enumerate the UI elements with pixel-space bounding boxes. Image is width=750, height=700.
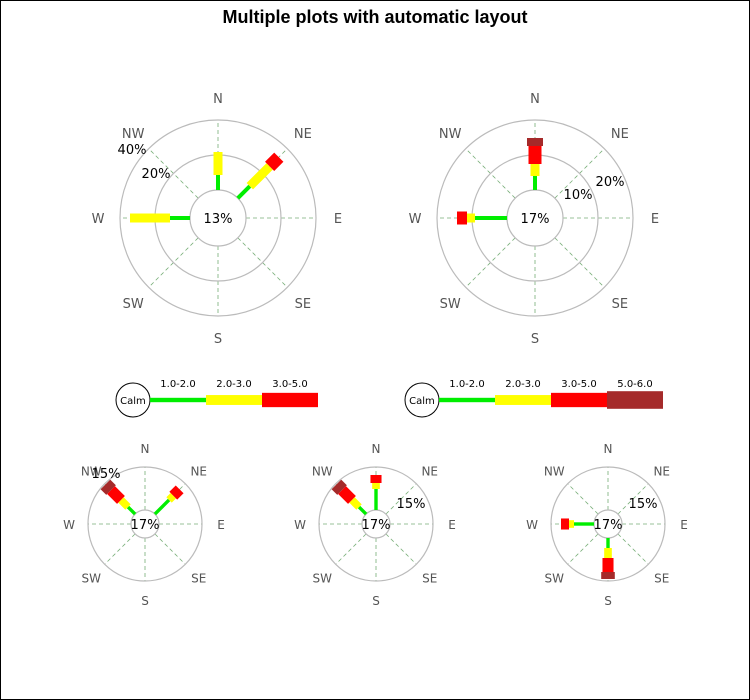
scale-label: 15% (92, 467, 121, 482)
windrose-plot: N NE E SE S SW W NW 13% 40% 20% (92, 92, 343, 347)
windrose-plot: N NE E SE S SW W NW 17% 15% (63, 442, 225, 608)
scale-label: 10% (564, 188, 593, 203)
legend-calm-label: Calm (120, 396, 146, 407)
direction-label: NW (312, 464, 333, 478)
direction-label: N (604, 442, 613, 456)
windrose-legend: Calm 1.0-2.0 2.0-3.0 3.0-5.0 5.0-6.0 (404, 379, 663, 418)
direction-label: SW (123, 297, 144, 312)
direction-label: SE (422, 572, 437, 586)
direction-label: N (213, 92, 223, 107)
direction-label: N (372, 442, 381, 456)
direction-label: W (63, 518, 75, 532)
wind-bar (153, 485, 184, 516)
direction-label: NE (611, 127, 629, 142)
wind-bar (236, 152, 284, 200)
wind-bar (370, 475, 382, 510)
legend-bin-label: 3.0-5.0 (272, 379, 307, 390)
legend-bin-label: 1.0-2.0 (449, 379, 484, 390)
direction-label: NE (294, 127, 312, 142)
wind-bar (331, 479, 368, 516)
direction-label: NW (544, 464, 565, 478)
wind-bar (601, 538, 615, 579)
direction-label: W (526, 518, 538, 532)
direction-label: SE (295, 297, 311, 312)
chart-title: Multiple plots with automatic layout (222, 7, 528, 27)
direction-label: SW (545, 572, 565, 586)
direction-label: SE (191, 572, 206, 586)
direction-label: S (531, 332, 539, 347)
scale-label: 15% (629, 497, 658, 512)
legend-bin-label: 2.0-3.0 (216, 379, 251, 390)
windrose-plot: N NE E SE S SW W NW 17% 15% (526, 442, 688, 608)
direction-label: NW (439, 127, 462, 142)
direction-label: W (92, 212, 105, 227)
windrose-plot: N NE E SE S SW W NW 17% 15% (294, 442, 456, 608)
wind-bar (457, 211, 507, 225)
legend-bin-label: 3.0-5.0 (561, 379, 596, 390)
direction-label: N (141, 442, 150, 456)
direction-label: S (604, 594, 612, 608)
direction-label: SE (654, 572, 669, 586)
scale-label: 15% (397, 497, 426, 512)
legend-bin-label: 1.0-2.0 (160, 379, 195, 390)
direction-label: E (651, 212, 659, 227)
direction-label: NW (81, 464, 102, 478)
direction-label: W (294, 518, 306, 532)
direction-label: SW (82, 572, 102, 586)
calm-percentage: 17% (521, 212, 550, 227)
direction-label: S (141, 594, 149, 608)
direction-label: E (680, 518, 688, 532)
direction-label: E (334, 212, 342, 227)
legend-bin-label: 2.0-3.0 (505, 379, 540, 390)
scale-label: 20% (142, 167, 171, 182)
wind-bar (100, 479, 137, 516)
scale-label: 20% (596, 175, 625, 190)
direction-label: NE (421, 464, 438, 478)
direction-label: NE (190, 464, 207, 478)
direction-label: W (409, 212, 422, 227)
wind-bar (527, 138, 543, 190)
calm-percentage: 13% (204, 212, 233, 227)
direction-label: E (448, 518, 456, 532)
direction-label: NW (122, 127, 145, 142)
legend-bin-label: 5.0-6.0 (617, 379, 652, 390)
direction-label: SW (313, 572, 333, 586)
windrose-legend: Calm 1.0-2.0 2.0-3.0 3.0-5.0 (115, 379, 318, 418)
direction-label: SW (440, 297, 461, 312)
direction-label: S (372, 594, 380, 608)
calm-percentage: 17% (594, 518, 623, 533)
wind-bar (130, 213, 190, 223)
direction-label: E (217, 518, 225, 532)
direction-label: S (214, 332, 222, 347)
direction-label: NE (653, 464, 670, 478)
calm-percentage: 17% (362, 518, 391, 533)
scale-label: 40% (118, 143, 147, 158)
legend-calm-label: Calm (409, 396, 435, 407)
wind-bar (561, 518, 594, 530)
wind-bar (213, 152, 223, 190)
calm-percentage: 17% (131, 518, 160, 533)
windrose-plot: N NE E SE S SW W NW 17% 10%20% (409, 92, 660, 347)
direction-label: N (530, 92, 540, 107)
direction-label: SE (612, 297, 628, 312)
